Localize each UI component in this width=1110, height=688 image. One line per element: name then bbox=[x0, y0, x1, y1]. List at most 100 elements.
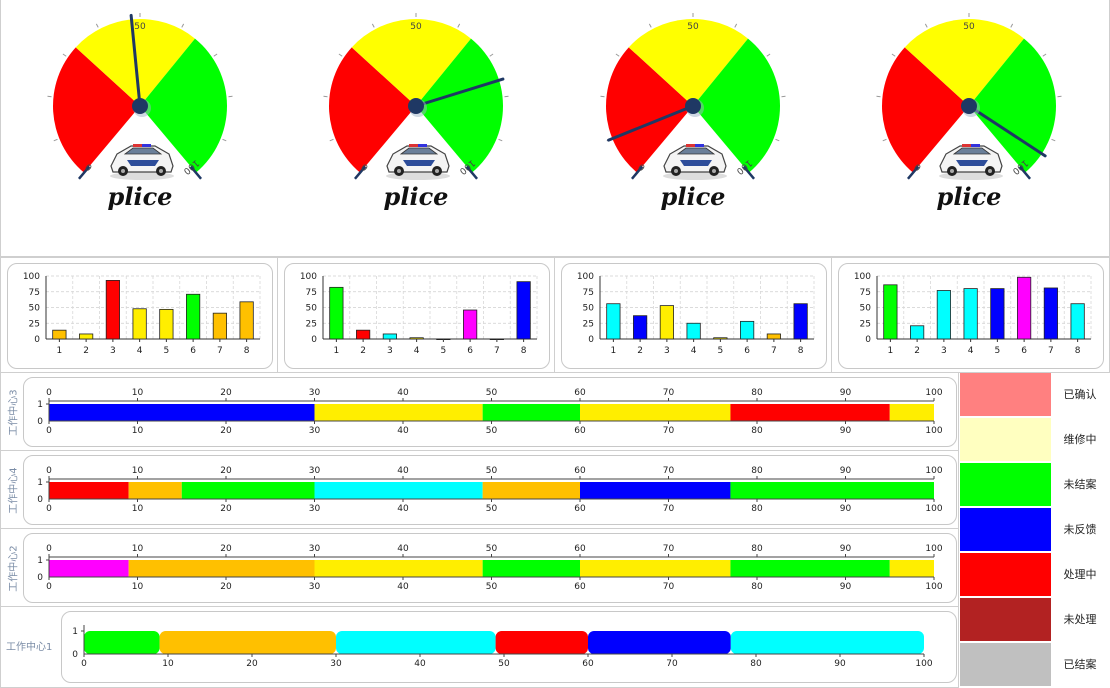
gantt-x-tick-label: 60 bbox=[582, 659, 594, 669]
bar-y-tick-label: 50 bbox=[860, 304, 872, 314]
gantt-top-tick-label: 40 bbox=[397, 466, 409, 476]
gantt-panel-3: 0 0 10 10 20 20 30 30 40 40 50 50 60 60 70 70 80 80 90 90 10… bbox=[23, 533, 957, 603]
police-car-icon bbox=[939, 144, 1003, 180]
gantt-top-tick-label: 100 bbox=[925, 544, 942, 554]
gauge-zone-red bbox=[606, 47, 693, 173]
bar-x-tick-label: 8 bbox=[798, 346, 804, 356]
gantt-segment bbox=[495, 631, 588, 654]
gantt-top-tick-label: 30 bbox=[309, 544, 321, 554]
gantt-segment bbox=[314, 404, 483, 421]
bar-x-tick-label: 6 bbox=[467, 346, 473, 356]
bar bbox=[713, 337, 728, 340]
gauge-tick bbox=[498, 138, 503, 142]
bar-y-tick-label: 100 bbox=[300, 272, 317, 282]
gantt-top-tick-label: 20 bbox=[220, 388, 232, 398]
gauge-tick bbox=[213, 53, 218, 57]
gauge-tick bbox=[95, 23, 99, 28]
gauge-tick bbox=[1051, 138, 1056, 142]
gauge-tick-label: 0 bbox=[913, 161, 924, 173]
gantt-top-tick-label: 80 bbox=[751, 388, 763, 398]
gauge-tick bbox=[734, 23, 738, 28]
bar bbox=[463, 309, 478, 340]
gauge-label: plice bbox=[660, 182, 726, 211]
bar-chart: 0 25 50 75 100 1 2 3 4 5 6 7 8 bbox=[577, 272, 815, 356]
gantt-segment bbox=[889, 560, 934, 577]
gantt-x-tick-label: 50 bbox=[486, 582, 498, 592]
gantt-x-tick-label: 50 bbox=[486, 504, 498, 514]
bar-x-tick-label: 1 bbox=[888, 346, 894, 356]
bar-y-tick-label: 25 bbox=[29, 319, 40, 329]
bar-x-tick-label: 7 bbox=[1048, 346, 1054, 356]
gauge-tick-label: 50 bbox=[687, 22, 699, 32]
gantt-top-tick-label: 70 bbox=[663, 388, 675, 398]
gantt-top-tick-label: 50 bbox=[486, 466, 498, 476]
bar bbox=[766, 333, 781, 340]
bar bbox=[516, 281, 531, 340]
gauge-tick bbox=[181, 23, 185, 28]
gantt-y-tick-label: 0 bbox=[72, 650, 78, 660]
gantt-x-tick-label: 80 bbox=[751, 582, 763, 592]
gauge-zone-yellow bbox=[628, 19, 748, 106]
gauge-tick-label: 50 bbox=[134, 22, 146, 32]
gantt-top-tick-label: 90 bbox=[840, 544, 852, 554]
legend-swatch bbox=[960, 418, 1051, 461]
gauge-tick bbox=[775, 138, 780, 142]
gantt-x-tick-label: 30 bbox=[330, 659, 342, 669]
gantt-segment bbox=[482, 404, 580, 421]
bar bbox=[633, 315, 648, 340]
bar-x-tick-label: 4 bbox=[137, 346, 143, 356]
gantt-x-tick-label: 20 bbox=[246, 659, 258, 669]
gantt-x-tick-label: 70 bbox=[663, 426, 675, 436]
gantt-top-tick-label: 80 bbox=[751, 466, 763, 476]
gauge-4: 0 50 100 plice bbox=[869, 0, 1069, 250]
bar bbox=[606, 303, 621, 340]
legend-label: 处理中 bbox=[1063, 568, 1097, 581]
gauge-tick bbox=[924, 23, 928, 28]
gantt-top-tick-label: 0 bbox=[46, 544, 52, 554]
gantt-x-tick-label: 90 bbox=[834, 659, 846, 669]
gantt-top-tick-label: 0 bbox=[46, 466, 52, 476]
bar-y-tick-label: 0 bbox=[311, 335, 317, 345]
bar-x-tick-label: 3 bbox=[387, 346, 393, 356]
gantt-x-tick-label: 100 bbox=[925, 504, 942, 514]
gantt-x-tick-label: 90 bbox=[840, 426, 852, 436]
bar-x-tick-label: 5 bbox=[441, 346, 447, 356]
bar-x-tick-label: 2 bbox=[360, 346, 366, 356]
bar-y-tick-label: 50 bbox=[306, 304, 318, 314]
bar bbox=[186, 293, 201, 340]
gauge-label: plice bbox=[107, 182, 173, 211]
gantt-segment bbox=[128, 560, 315, 577]
bar bbox=[1070, 303, 1085, 340]
gantt-panel-1: 0 0 10 10 20 20 30 30 40 40 50 50 60 60 70 70 80 80 90 90 10… bbox=[23, 377, 957, 447]
bar-x-tick-label: 7 bbox=[217, 346, 223, 356]
gantt-x-tick-label: 10 bbox=[162, 659, 174, 669]
gauge-zone-green bbox=[969, 38, 1056, 173]
gantt-y-tick-label: 1 bbox=[37, 478, 43, 488]
gantt-x-tick-label: 40 bbox=[397, 504, 409, 514]
gantt-x-tick-label: 10 bbox=[132, 582, 144, 592]
bar-x-tick-label: 4 bbox=[691, 346, 697, 356]
gauge-end-tick bbox=[906, 165, 920, 180]
gauge-tick bbox=[882, 138, 887, 142]
gauge-hub bbox=[961, 98, 977, 114]
gantt-x-tick-label: 90 bbox=[840, 504, 852, 514]
gauge-zone-red bbox=[52, 47, 140, 173]
bar-x-tick-label: 5 bbox=[164, 346, 170, 356]
gauge-zone-yellow bbox=[351, 19, 471, 106]
gantt-top-tick-label: 20 bbox=[220, 466, 232, 476]
gantt-x-tick-label: 70 bbox=[666, 659, 678, 669]
bar-chart: 0 25 50 75 100 1 2 3 4 5 6 7 8 bbox=[854, 272, 1092, 356]
gantt-row-label: 工作中心2 bbox=[8, 545, 20, 592]
gantt-x-tick-label: 20 bbox=[220, 582, 232, 592]
gauge-needle bbox=[414, 77, 505, 108]
bar bbox=[740, 320, 755, 340]
gantt-top-tick-label: 100 bbox=[925, 388, 942, 398]
bar-y-tick-label: 0 bbox=[588, 335, 594, 345]
gantt-x-tick-label: 20 bbox=[220, 426, 232, 436]
gauge-end-tick bbox=[189, 165, 203, 180]
gantt-chart: 0010102020303040405050606070708080909010… bbox=[37, 466, 943, 514]
legend-label: 未反馈 bbox=[1063, 523, 1097, 536]
legend-label: 维修中 bbox=[1063, 433, 1097, 446]
